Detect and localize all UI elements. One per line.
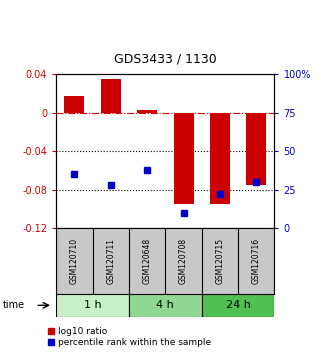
Text: time: time	[3, 300, 25, 310]
Bar	[56, 294, 129, 317]
Text: GSM120708: GSM120708	[179, 238, 188, 284]
Legend: log10 ratio, percentile rank within the sample: log10 ratio, percentile rank within the …	[45, 323, 215, 351]
Bar	[129, 294, 202, 317]
Bar	[173, 113, 194, 204]
Text: GSM120715: GSM120715	[215, 238, 224, 284]
Bar	[64, 96, 84, 113]
Text: 24 h: 24 h	[226, 300, 250, 310]
Text: 4 h: 4 h	[156, 300, 174, 310]
Text: 1 h: 1 h	[84, 300, 101, 310]
Text: GDS3433 / 1130: GDS3433 / 1130	[114, 52, 217, 65]
Bar	[246, 113, 266, 185]
Bar	[210, 113, 230, 204]
Bar	[202, 294, 274, 317]
Text: GSM120711: GSM120711	[106, 238, 115, 284]
Bar	[137, 110, 157, 113]
Text: GSM120648: GSM120648	[143, 238, 152, 284]
Text: GSM120716: GSM120716	[252, 238, 261, 284]
Text: GSM120710: GSM120710	[70, 238, 79, 284]
Bar	[101, 79, 121, 113]
